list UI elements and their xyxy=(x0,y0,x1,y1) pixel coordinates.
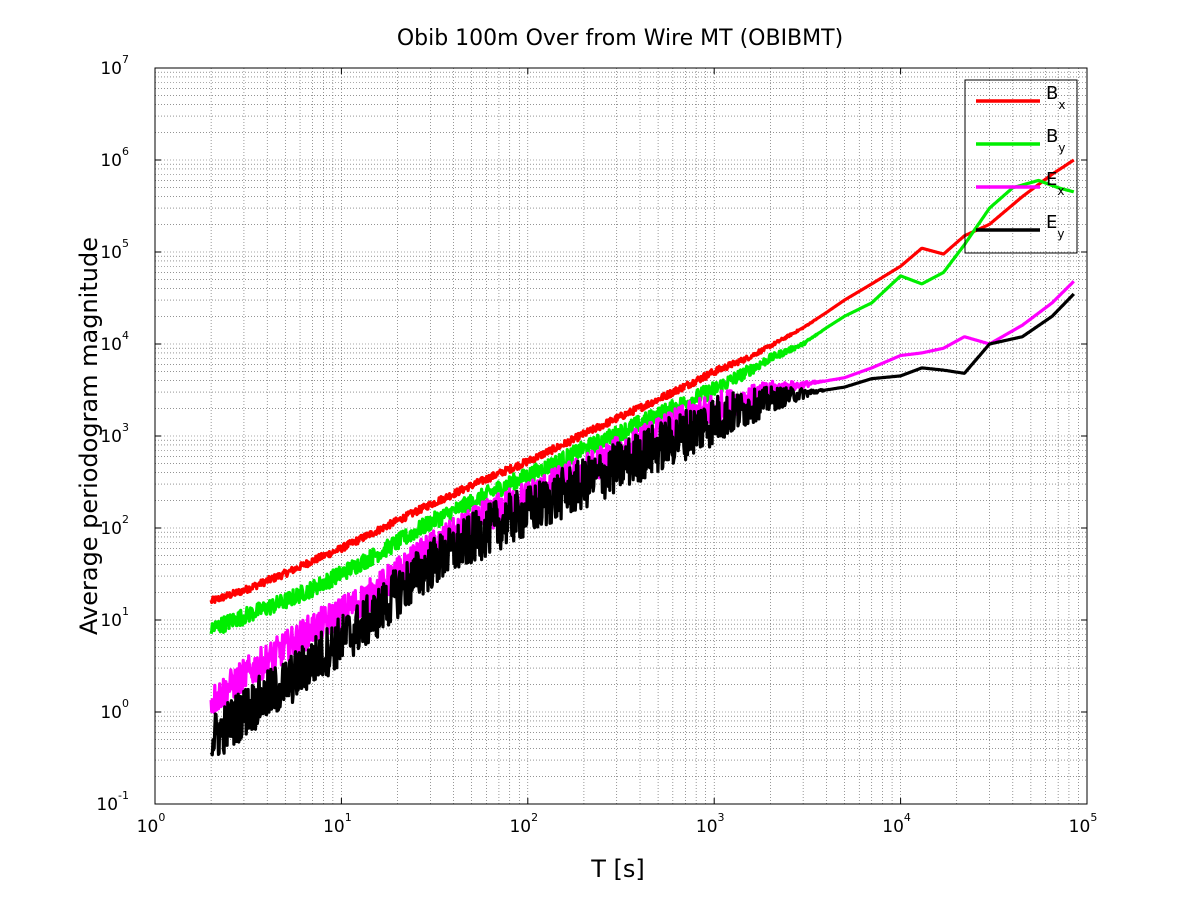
x-axis-title: T [s] xyxy=(590,855,645,883)
series-line-Ey xyxy=(209,292,1076,757)
series-line-By xyxy=(209,178,1075,635)
y-axis-title: Average periodogram magnitude xyxy=(75,237,103,635)
series-layer xyxy=(209,158,1076,757)
chart-title: Obib 100m Over from Wire MT (OBIBMT) xyxy=(397,26,843,51)
legend-box xyxy=(964,79,1078,254)
series-line-Bx xyxy=(209,158,1075,605)
